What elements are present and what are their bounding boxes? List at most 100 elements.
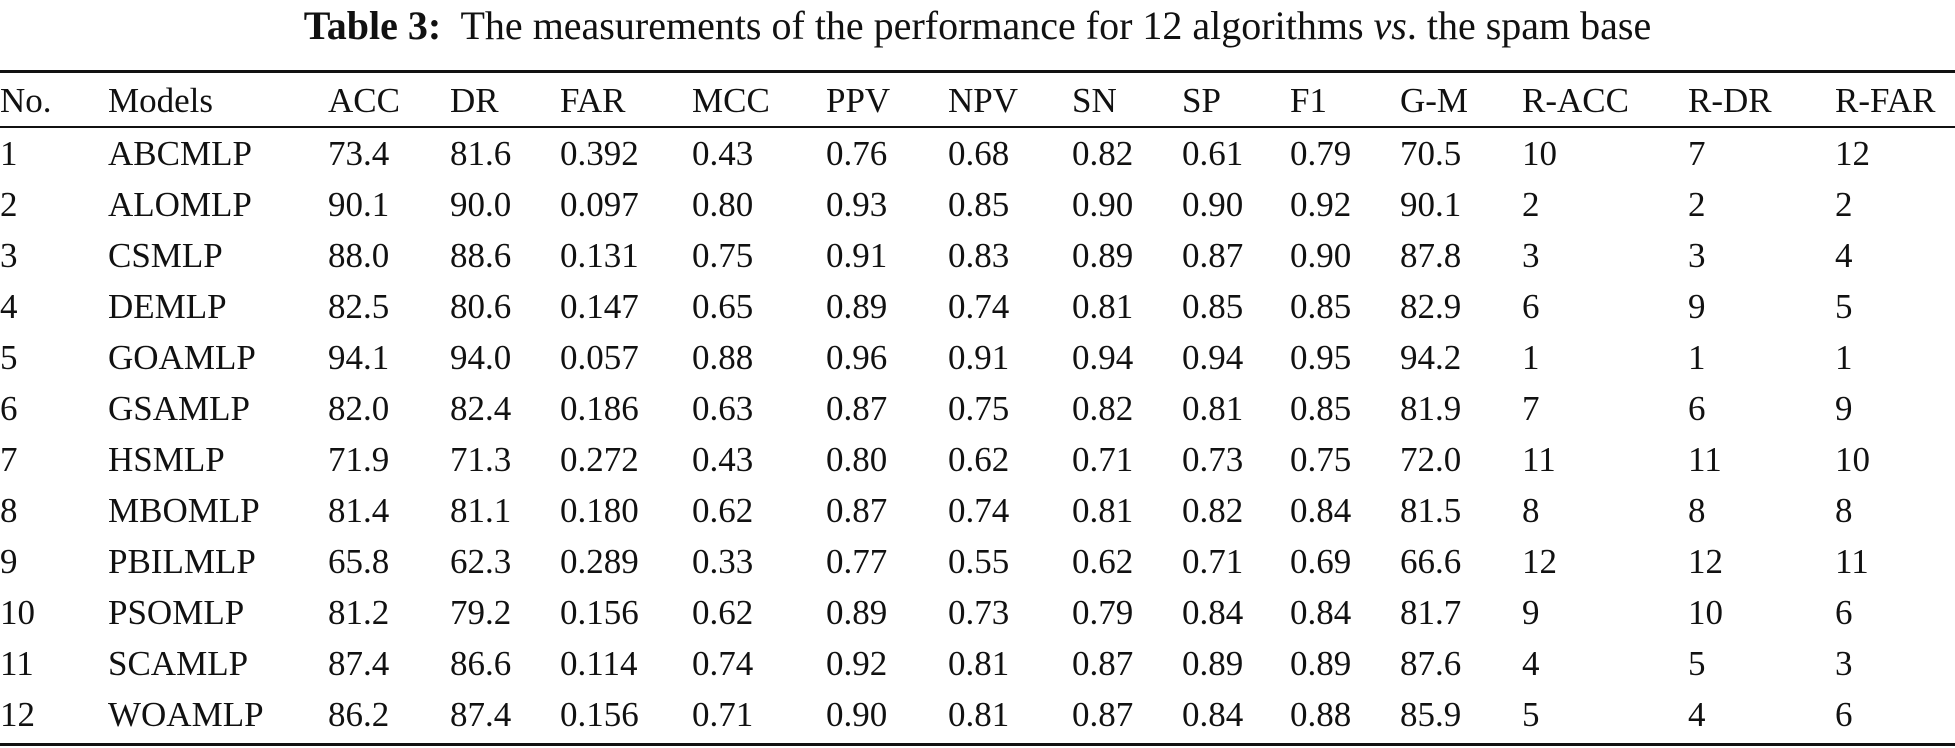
table-cell: 70.5 <box>1400 134 1462 173</box>
table-cell: 79.2 <box>450 593 512 632</box>
table-cell: 0.77 <box>826 542 888 581</box>
table-cell: 8 <box>1522 491 1540 530</box>
table-cell: 0.62 <box>692 491 754 530</box>
table-cell: 6 <box>1522 287 1540 326</box>
table-cell: 11 <box>0 644 34 683</box>
table-cell: 4 <box>1522 644 1540 683</box>
table-cell: 0.80 <box>826 440 888 479</box>
table-cell: 94.0 <box>450 338 512 377</box>
table-cell: 0.75 <box>692 236 754 275</box>
table-cell: 0.85 <box>1290 287 1352 326</box>
table-cell: 8 <box>1835 491 1853 530</box>
table-cell: 90.1 <box>1400 185 1462 224</box>
table-row: 10 PSOMLP 81.2 79.2 0.156 0.62 0.89 0.73 0.79 0.8… <box>0 587 1955 638</box>
table-bottom-rule <box>0 743 1955 746</box>
table-cell: 0.94 <box>1072 338 1134 377</box>
table-cell: 81.2 <box>328 593 390 632</box>
table-row: 7 HSMLP 71.9 71.3 0.272 0.43 0.80 0.62 0.71 0.73 0… <box>0 434 1955 485</box>
table-cell: 81.1 <box>450 491 512 530</box>
column-header: No. <box>0 81 52 120</box>
column-header: SP <box>1182 81 1221 120</box>
column-header: SN <box>1072 81 1117 120</box>
table-cell: 0.84 <box>1290 593 1352 632</box>
table-cell: 5 <box>1688 644 1706 683</box>
table-cell: 0.96 <box>826 338 888 377</box>
table-cell: 0.62 <box>1072 542 1134 581</box>
table-cell: 6 <box>1688 389 1706 428</box>
table-cell: 0.88 <box>692 338 754 377</box>
table-cell: 12 <box>1522 542 1557 581</box>
table-cell: 2 <box>1688 185 1706 224</box>
table-cell: 0.91 <box>948 338 1010 377</box>
table-cell: 0.75 <box>1290 440 1352 479</box>
table-cell: ALOMLP <box>108 185 252 224</box>
table-cell: GOAMLP <box>108 338 256 377</box>
table-cell: 0.156 <box>560 695 639 734</box>
table-cell: 0.89 <box>826 287 888 326</box>
table-cell: 73.4 <box>328 134 390 173</box>
table-cell: 0.74 <box>948 287 1010 326</box>
table-cell: 0.43 <box>692 440 754 479</box>
table-cell: 82.5 <box>328 287 390 326</box>
table-cell: 12 <box>0 695 35 734</box>
table-body: 1 ABCMLP 73.4 81.6 0.392 0.43 0.76 0.68 0.82 0.61… <box>0 128 1955 740</box>
table-row: 6 GSAMLP 82.0 82.4 0.186 0.63 0.87 0.75 0.82 0.81… <box>0 383 1955 434</box>
table-header-row: No. Models ACC DR FAR MCC PPV NPV SN SP F1 G-M R-ACC… <box>0 73 1955 128</box>
table-cell: 10 <box>1522 134 1557 173</box>
table-row: 4 DEMLP 82.5 80.6 0.147 0.65 0.89 0.74 0.81 0.85 0… <box>0 281 1955 332</box>
table-cell: 87.4 <box>328 644 390 683</box>
table-cell: 0.84 <box>1182 593 1244 632</box>
table-cell: 71.9 <box>328 440 390 479</box>
table-cell: 0.82 <box>1072 389 1134 428</box>
table-cell: 72.0 <box>1400 440 1462 479</box>
table-cell: 0.69 <box>1290 542 1352 581</box>
table-cell: 6 <box>0 389 18 428</box>
caption-text: The measurements of the performance for … <box>460 3 1364 48</box>
table-cell: 0.180 <box>560 491 639 530</box>
table-cell: 0.71 <box>1182 542 1244 581</box>
table-cell: 9 <box>0 542 18 581</box>
table-row: 5 GOAMLP 94.1 94.0 0.057 0.88 0.96 0.91 0.94 0.94… <box>0 332 1955 383</box>
table-cell: 2 <box>0 185 18 224</box>
column-header: PPV <box>826 81 891 120</box>
column-header: FAR <box>560 81 626 120</box>
table-cell: 9 <box>1688 287 1706 326</box>
column-header: Models <box>108 81 213 120</box>
table-cell: 1 <box>0 134 18 173</box>
column-header: R-FAR <box>1835 81 1936 120</box>
table-cell: 0.89 <box>826 593 888 632</box>
table-cell: 0.74 <box>948 491 1010 530</box>
table-cell: 0.89 <box>1290 644 1352 683</box>
table-row: 3 CSMLP 88.0 88.6 0.131 0.75 0.91 0.83 0.89 0.87 0… <box>0 230 1955 281</box>
column-header: DR <box>450 81 499 120</box>
table-cell: 0.93 <box>826 185 888 224</box>
table-cell: MBOMLP <box>108 491 260 530</box>
table-cell: 87.6 <box>1400 644 1462 683</box>
table-cell: 0.73 <box>1182 440 1244 479</box>
table-cell: 3 <box>1688 236 1706 275</box>
table-cell: 94.2 <box>1400 338 1462 377</box>
table-cell: 0.92 <box>826 644 888 683</box>
table-cell: 3 <box>1835 644 1853 683</box>
table-cell: 6 <box>1835 695 1853 734</box>
table-header-rule <box>0 126 1955 128</box>
table-cell: 0.63 <box>692 389 754 428</box>
table-cell: 5 <box>1835 287 1853 326</box>
table-cell: 0.392 <box>560 134 639 173</box>
table-cell: 0.156 <box>560 593 639 632</box>
table-cell: 9 <box>1835 389 1853 428</box>
table-cell: PSOMLP <box>108 593 245 632</box>
table-cell: 0.81 <box>948 695 1010 734</box>
table-cell: 0.90 <box>826 695 888 734</box>
table-row: 11 SCAMLP 87.4 86.6 0.114 0.74 0.92 0.81 0.87 0.8… <box>0 638 1955 689</box>
table-cell: 11 <box>1835 542 1869 581</box>
table-cell: 0.33 <box>692 542 754 581</box>
table-cell: 3 <box>1522 236 1540 275</box>
table-row: 1 ABCMLP 73.4 81.6 0.392 0.43 0.76 0.68 0.82 0.61… <box>0 128 1955 179</box>
table-cell: 81.9 <box>1400 389 1462 428</box>
table-cell: 81.7 <box>1400 593 1462 632</box>
table-cell: 4 <box>1835 236 1853 275</box>
table-cell: 0.71 <box>1072 440 1134 479</box>
table-cell: 0.62 <box>948 440 1010 479</box>
table-cell: WOAMLP <box>108 695 264 734</box>
